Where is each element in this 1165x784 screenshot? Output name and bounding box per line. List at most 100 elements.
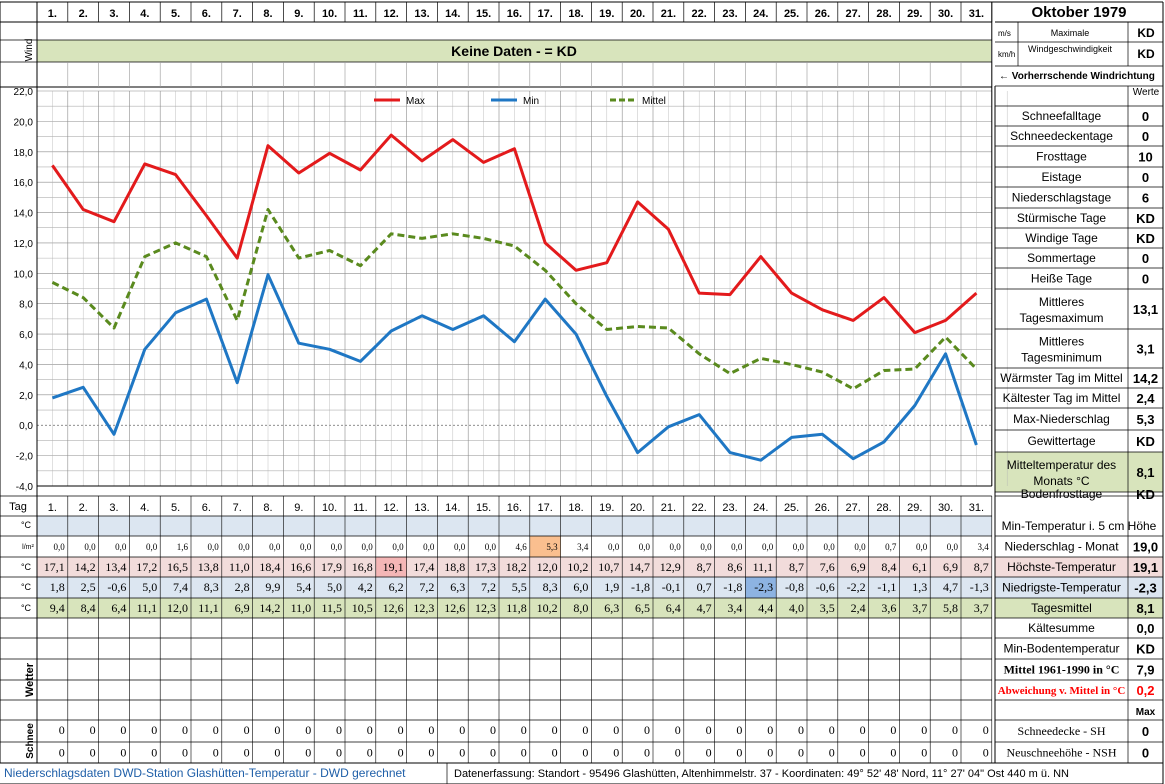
- day-header-bottom: 17.: [538, 502, 553, 514]
- day-header-top: 15.: [476, 8, 491, 20]
- stat-value: 0: [1142, 170, 1149, 185]
- stat-lower-label: Kältesumme: [1028, 621, 1095, 635]
- day-header-bottom: 1.: [48, 502, 57, 514]
- mean-temp-cell: 11,8: [506, 601, 527, 615]
- mean-temp-cell: 9,4: [50, 601, 65, 615]
- mean-temp-cell: 4,7: [697, 601, 712, 615]
- y-tick-label: -2,0: [16, 452, 34, 463]
- day-header-top: 11.: [353, 8, 368, 20]
- stat-label: Frosttage: [1036, 150, 1087, 164]
- max-temp-cell: 6,9: [851, 560, 866, 574]
- snow-depth-cell: 0: [490, 723, 496, 737]
- snow-depth-cell: 0: [552, 723, 558, 737]
- max-temp-cell: 17,1: [44, 560, 65, 574]
- precip-cell: 5,3: [546, 542, 558, 552]
- max-temp-cell: 6,9: [943, 560, 958, 574]
- snow-depth-cell: 0: [367, 723, 373, 737]
- min-temp-cell: 1,9: [604, 580, 619, 594]
- min-temp-cell: 4,2: [358, 580, 373, 594]
- max-temp-cell: 13,4: [105, 560, 126, 574]
- new-snow-cell: 0: [613, 746, 619, 760]
- footer-location: Datenerfassung: Standort - 95496 Glashüt…: [454, 768, 1069, 780]
- stat-value: KD: [1136, 434, 1155, 449]
- max-temp-cell: 8,4: [881, 560, 896, 574]
- precip-cell: 0,0: [208, 542, 220, 552]
- mean-temp-cell: 4,0: [789, 601, 804, 615]
- y-tick-label: 2,0: [19, 391, 33, 402]
- new-snow-cell: 0: [736, 746, 742, 760]
- max-temp-cell: 12,0: [537, 560, 558, 574]
- row-unit-2: l/m²: [22, 544, 34, 551]
- new-snow-cell: 0: [552, 746, 558, 760]
- mean-temp-cell: 5,8: [943, 601, 958, 615]
- stat-lower-value: 0,2: [1136, 683, 1154, 698]
- snow-depth-cell: 0: [398, 723, 404, 737]
- stat-lower-label: Mittel 1961-1990 in °C: [1004, 663, 1120, 677]
- min-temp-cell: 8,3: [543, 580, 558, 594]
- max-wind-ms-value: KD: [1137, 26, 1155, 40]
- day-header-bottom: 20.: [630, 502, 645, 514]
- min-temp-cell: 4,7: [943, 580, 958, 594]
- snow-depth-cell: 0: [59, 723, 65, 737]
- mean-temp-cell: 14,2: [259, 601, 280, 615]
- day-header-top: 10.: [322, 8, 337, 20]
- min-temp-cell: 6,3: [450, 580, 465, 594]
- precip-cell: 0,0: [639, 542, 651, 552]
- day-header-bottom: 30.: [938, 502, 953, 514]
- max-wind-label-1: Maximale: [1051, 28, 1090, 38]
- day-header-top: 24.: [753, 8, 768, 20]
- new-snow-cell: 0: [798, 746, 804, 760]
- new-snow-cell: 0: [59, 746, 65, 760]
- stat-label: Windige Tage: [1025, 231, 1098, 245]
- day-header-bottom: 27.: [846, 502, 861, 514]
- min-temp-cell: 1,8: [50, 580, 65, 594]
- precip-cell: 4,6: [516, 542, 528, 552]
- day-header-top: 3.: [109, 8, 118, 20]
- max-temp-cell: 18,8: [444, 560, 465, 574]
- stat-label: Mitteltemperatur des: [1007, 458, 1116, 472]
- series-line-max: [51, 133, 978, 335]
- mean-temp-cell: 3,6: [881, 601, 896, 615]
- day-header-top: 12.: [384, 8, 399, 20]
- max-wind-kmh-value: KD: [1137, 47, 1155, 61]
- day-header-top: 1.: [48, 8, 57, 20]
- stat-value: 3,1: [1136, 342, 1154, 357]
- stat-value: KD: [1136, 487, 1155, 502]
- stat-label-cont: Monats °C: [1033, 474, 1089, 488]
- stat-lower-label: Höchste-Temperatur: [1007, 560, 1116, 574]
- mean-temp-cell: 6,4: [666, 601, 681, 615]
- snow-depth-cell: 0: [182, 723, 188, 737]
- snow-depth-cell: 0: [706, 723, 712, 737]
- snow-depth-cell: 0: [244, 723, 250, 737]
- min-temp-cell: -1,8: [723, 580, 742, 594]
- day-header-top: 30.: [938, 8, 953, 20]
- y-tick-label: 8,0: [19, 300, 33, 311]
- stat-value: 10: [1138, 150, 1152, 165]
- snow-depth-cell: 0: [644, 723, 650, 737]
- min-temp-cell: 5,0: [327, 580, 342, 594]
- schnee-label: Schnee: [25, 723, 36, 759]
- stat-label: Schneedeckentage: [1010, 129, 1113, 143]
- day-header-top: 26.: [815, 8, 830, 20]
- max-temp-cell: 16,6: [290, 560, 311, 574]
- day-header-bottom: 4.: [140, 502, 149, 514]
- max-temp-cell: 18,2: [506, 560, 527, 574]
- stat-label: Mittleres: [1039, 295, 1084, 309]
- footer-source: Niederschlagsdaten DWD-Station Glashütte…: [4, 766, 406, 780]
- day-header-top: 8.: [263, 8, 272, 20]
- y-tick-label: 16,0: [14, 178, 34, 189]
- mean-temp-cell: 11,1: [198, 601, 219, 615]
- mean-temp-cell: 12,3: [413, 601, 434, 615]
- lowest-min-cell: [745, 577, 777, 598]
- precip-cell: 0,0: [54, 542, 66, 552]
- precip-cell: 0,0: [115, 542, 127, 552]
- snow-depth-cell: 0: [90, 723, 96, 737]
- precip-cell: 0,0: [362, 542, 374, 552]
- stat-lower-value: KD: [1136, 642, 1155, 657]
- new-snow-cell: 0: [983, 746, 989, 760]
- precip-cell: 0,0: [947, 542, 959, 552]
- unit-ms: m/s: [998, 29, 1011, 38]
- min-temp-cell: 7,2: [481, 580, 496, 594]
- new-snow-cell: 0: [213, 746, 219, 760]
- month-title: Oktober 1979: [1031, 4, 1126, 21]
